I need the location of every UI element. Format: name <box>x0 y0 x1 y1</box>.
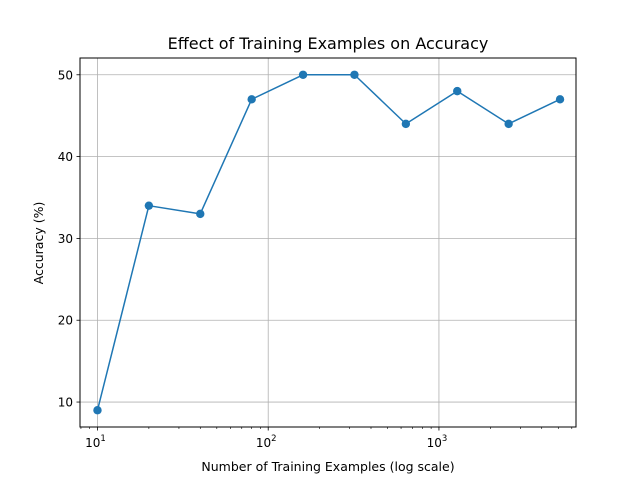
x-tick-label: 101 <box>85 434 106 450</box>
x-tick-label: 102 <box>256 434 277 450</box>
x-tick-exponent: 3 <box>442 434 447 444</box>
y-tick-label: 30 <box>58 232 73 246</box>
y-axis-label: Accuracy (%) <box>31 202 46 285</box>
data-point <box>93 406 102 415</box>
x-tick-base: 10 <box>427 436 442 450</box>
series-line <box>96 74 561 411</box>
data-points <box>93 70 565 415</box>
y-tick-label: 40 <box>58 150 73 164</box>
x-tick-base: 10 <box>85 436 100 450</box>
plot-area-frame <box>79 57 577 428</box>
data-point <box>453 86 462 96</box>
x-tick-exponent: 2 <box>271 434 276 444</box>
data-point <box>350 70 359 79</box>
y-tick-label: 50 <box>58 68 73 82</box>
series-line-layer <box>96 74 561 411</box>
x-tick-base: 10 <box>256 436 271 450</box>
grid-lines <box>80 58 576 427</box>
y-tick-label: 10 <box>58 396 73 410</box>
data-point <box>144 201 154 210</box>
data-point <box>504 119 513 129</box>
data-point <box>555 95 565 104</box>
x-axis-label: Number of Training Examples (log scale) <box>201 459 454 474</box>
data-point <box>247 95 256 104</box>
data-point <box>401 119 411 129</box>
data-point <box>298 70 308 79</box>
x-tick-exponent: 1 <box>100 434 105 444</box>
y-tick-label: 20 <box>58 314 73 328</box>
data-point <box>196 209 205 219</box>
x-tick-label: 103 <box>427 434 448 450</box>
chart-title: Effect of Training Examples on Accuracy <box>168 34 489 53</box>
